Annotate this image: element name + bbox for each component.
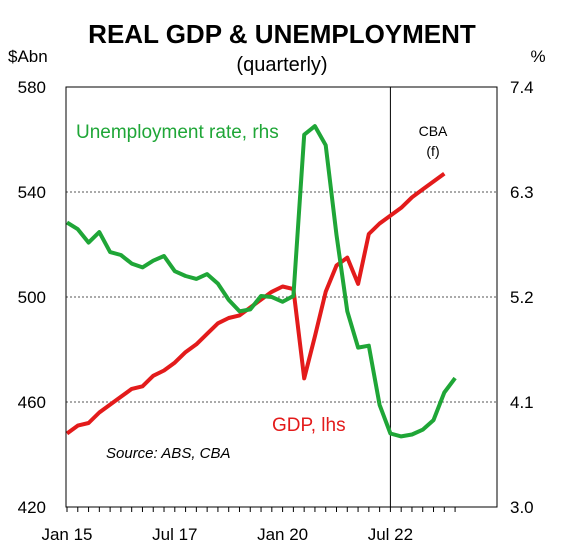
- right-tick-label: 3.0: [510, 498, 534, 517]
- unemployment-series-line: [65, 124, 457, 439]
- x-tick-label: Jan 15: [41, 525, 92, 544]
- right-tick-label: 6.3: [510, 183, 534, 202]
- plot-frame: [65, 86, 498, 508]
- left-tick-label: 460: [18, 393, 46, 412]
- gridlines: [66, 191, 497, 403]
- right-axis-unit: %: [530, 47, 545, 66]
- left-tick-label: 540: [18, 183, 46, 202]
- right-tick-label: 7.4: [510, 78, 534, 97]
- forecast-label-line1: CBA: [419, 123, 448, 139]
- left-tick-label: 420: [18, 498, 46, 517]
- axis-ticks: [66, 507, 456, 512]
- axis-tick-labels: 580 7.4 540 6.3 500 5.2 460 4.1 420 3.0 Jan 15 Jul …: [18, 78, 534, 544]
- series-label-gdp: GDP, lhs: [272, 415, 346, 436]
- source-note: Source: ABS, CBA: [106, 445, 231, 462]
- left-axis-unit: $Abn: [8, 47, 48, 66]
- forecast-label-line2: (f): [426, 143, 439, 159]
- chart-title: REAL GDP & UNEMPLOYMENT: [88, 19, 476, 49]
- left-tick-label: 580: [18, 78, 46, 97]
- right-tick-label: 4.1: [510, 393, 534, 412]
- x-tick-label: Jan 20: [257, 525, 308, 544]
- series-lines: [65, 124, 457, 439]
- right-tick-label: 5.2: [510, 288, 534, 307]
- chart-subtitle: (quarterly): [236, 54, 327, 76]
- series-label-unemployment: Unemployment rate, rhs: [76, 122, 279, 143]
- x-tick-label: Jul 17: [152, 525, 197, 544]
- left-tick-label: 500: [18, 288, 46, 307]
- x-tick-label: Jul 22: [368, 525, 413, 544]
